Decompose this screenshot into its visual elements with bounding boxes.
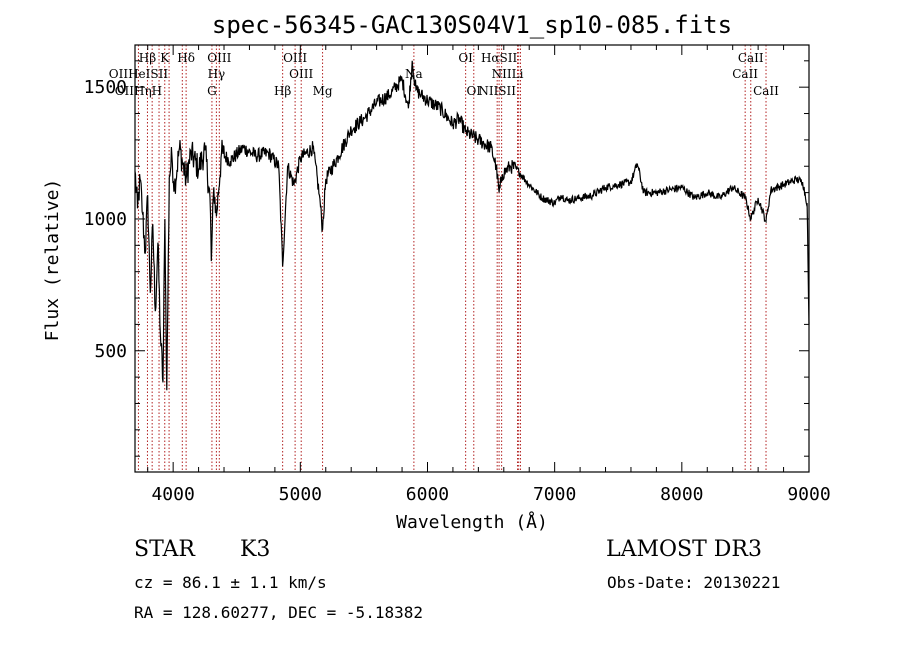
survey-name: LAMOST DR3 xyxy=(606,537,762,562)
line-label: Hβ xyxy=(139,51,156,65)
chart-title: spec-56345-GAC130S04V1_sp10-085.fits xyxy=(212,11,732,39)
y-tick-label: 1000 xyxy=(84,209,127,230)
x-tick-label: 5000 xyxy=(279,484,322,505)
line-label: Hγ xyxy=(208,67,226,81)
line-label: OIII xyxy=(289,67,313,81)
line-label: HαSII xyxy=(481,51,518,65)
x-tick-label: 9000 xyxy=(787,484,830,505)
line-label: CaII xyxy=(738,51,764,65)
line-label: Li xyxy=(512,67,524,81)
line-label: OIII xyxy=(283,51,307,65)
line-label: Na xyxy=(405,67,423,81)
x-tick-label: 7000 xyxy=(533,484,576,505)
line-label: OIIHeISII xyxy=(109,67,169,81)
line-label: K xyxy=(160,51,170,65)
line-label: Hβ xyxy=(274,84,291,98)
x-axis-label: Wavelength (Å) xyxy=(396,511,548,533)
object-class: STAR xyxy=(134,537,195,562)
spectral-subclass: K3 xyxy=(240,537,271,562)
line-label: Mg xyxy=(313,84,333,98)
y-tick-label: 500 xyxy=(94,341,127,362)
observation-date: Obs-Date: 20130221 xyxy=(607,573,781,592)
line-label: G xyxy=(207,84,217,98)
redshift-velocity: cz = 86.1 ± 1.1 km/s xyxy=(134,573,327,592)
line-label: CaII xyxy=(732,67,758,81)
line-label: OI xyxy=(458,51,473,65)
x-tick-label: 8000 xyxy=(660,484,703,505)
line-label: OI xyxy=(466,84,481,98)
ra-dec-coordinates: RA = 128.60277, DEC = -5.18382 xyxy=(134,603,423,622)
spectrum-line xyxy=(134,60,810,391)
y-axis-label: Flux (relative) xyxy=(42,179,63,342)
line-label: NII xyxy=(492,67,512,81)
plot-frame xyxy=(134,44,810,473)
line-label: OIII xyxy=(207,51,231,65)
line-label: OIIHηH xyxy=(115,84,162,98)
x-tick-label: 4000 xyxy=(151,484,194,505)
line-label: NIISII xyxy=(478,84,516,98)
line-label: CaII xyxy=(753,84,779,98)
x-tick-label: 6000 xyxy=(406,484,449,505)
line-label: Hδ xyxy=(177,51,195,65)
y-tick-label: 1500 xyxy=(84,77,127,98)
